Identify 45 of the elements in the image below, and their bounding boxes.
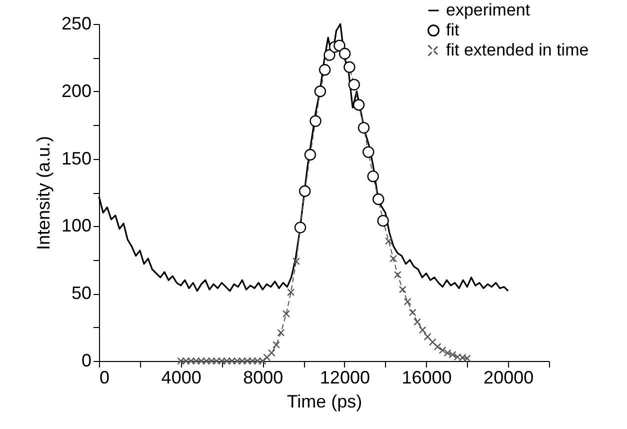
x-tick-label: 20000	[484, 368, 534, 388]
point	[263, 354, 271, 362]
x-tick-label: 8000	[243, 368, 284, 388]
x-tick-label: 16000	[402, 368, 452, 388]
point	[272, 341, 280, 349]
y-tick-label: 0	[81, 350, 92, 370]
point	[384, 237, 392, 245]
x-axis-title: Time (ps)	[286, 392, 362, 412]
point	[358, 122, 370, 134]
point	[434, 342, 442, 350]
point	[304, 148, 316, 161]
point	[282, 310, 290, 318]
y-tick-label: 200	[61, 80, 92, 101]
point	[372, 193, 384, 206]
x-tick-label: 4000	[161, 368, 202, 388]
point	[398, 286, 406, 294]
point	[338, 48, 351, 60]
point	[367, 170, 379, 182]
point	[287, 288, 295, 296]
point	[404, 298, 412, 306]
legend-label: fit extended in time	[446, 40, 589, 60]
y-tick-label: 150	[61, 148, 92, 168]
point	[414, 318, 422, 326]
point	[428, 338, 436, 346]
point	[408, 308, 416, 316]
y-axis-title: Intensity (a.u.)	[33, 136, 54, 250]
point	[294, 222, 306, 234]
x-tick-label: 12000	[320, 368, 370, 388]
point	[318, 64, 331, 76]
y-tick-label: 100	[61, 216, 92, 236]
point	[268, 349, 276, 357]
point	[314, 86, 326, 98]
point	[390, 254, 398, 262]
point	[424, 332, 432, 340]
legend-label: experiment	[446, 0, 530, 20]
y-tick-label: 250	[61, 14, 92, 34]
legend-label: fit	[446, 20, 460, 40]
point	[394, 270, 402, 278]
y-tick-label: 50	[71, 283, 92, 304]
point	[277, 328, 285, 336]
point	[377, 214, 389, 227]
x-tick-label: 0	[100, 368, 110, 388]
point	[418, 326, 426, 334]
point	[352, 99, 365, 111]
point	[292, 257, 300, 266]
